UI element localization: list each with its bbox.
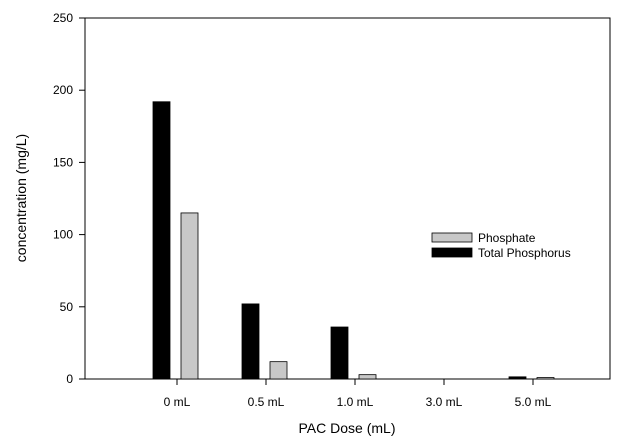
bar-total-phosphorus bbox=[152, 101, 171, 380]
bar-phosphate bbox=[180, 212, 199, 380]
bar-total-phosphorus bbox=[508, 376, 527, 380]
y-tick-label: 250 bbox=[53, 11, 73, 25]
x-tick-label: 5.0 mL bbox=[515, 395, 552, 409]
y-axis-ticks: 0 50 100 150 200 250 bbox=[53, 11, 85, 386]
legend-label-total-phosphorus: Total Phosphorus bbox=[478, 246, 571, 260]
bar-phosphate bbox=[358, 374, 377, 380]
y-tick-label: 0 bbox=[66, 372, 73, 386]
x-tick-label: 3.0 mL bbox=[426, 395, 463, 409]
x-axis-title: PAC Dose (mL) bbox=[299, 420, 396, 436]
legend-swatch-phosphate bbox=[431, 232, 473, 243]
legend: Phosphate Total Phosphorus bbox=[431, 231, 571, 260]
bars-group bbox=[152, 101, 555, 380]
y-tick-label: 100 bbox=[53, 228, 73, 242]
y-axis-title: concentration (mg/L) bbox=[13, 134, 29, 262]
x-tick-label: 0 mL bbox=[164, 395, 191, 409]
legend-swatch-total-phosphorus bbox=[431, 247, 473, 258]
bar-total-phosphorus bbox=[241, 303, 260, 380]
y-tick-label: 50 bbox=[60, 300, 74, 314]
x-axis-ticks: 0 mL 0.5 mL 1.0 mL 3.0 mL 5.0 mL bbox=[164, 379, 552, 409]
bar-phosphate bbox=[269, 361, 288, 380]
bar-phosphate bbox=[536, 377, 555, 380]
bar-total-phosphorus bbox=[330, 326, 349, 380]
x-tick-label: 0.5 mL bbox=[248, 395, 285, 409]
y-tick-label: 200 bbox=[53, 83, 73, 97]
x-tick-label: 1.0 mL bbox=[337, 395, 374, 409]
y-tick-label: 150 bbox=[53, 155, 73, 169]
legend-label-phosphate: Phosphate bbox=[478, 231, 536, 245]
